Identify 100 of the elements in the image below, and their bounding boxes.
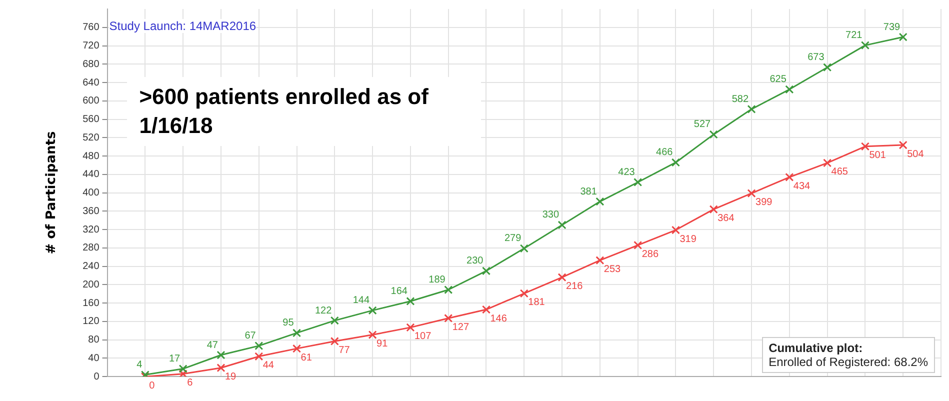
data-label: 4	[136, 360, 143, 371]
data-label: 189	[428, 274, 446, 286]
data-label: 721	[846, 30, 863, 42]
point	[709, 205, 718, 214]
data-label: 122	[314, 305, 332, 316]
y-tick-label: 320	[82, 224, 100, 236]
data-label: 501	[869, 150, 886, 162]
y-tick-label: 400	[82, 188, 100, 199]
point	[368, 306, 377, 315]
y-tick-label: 440	[82, 169, 100, 180]
annotation: >600 patients enrolled as of 1/16/18	[127, 77, 482, 146]
data-label: 279	[504, 233, 522, 244]
point	[330, 316, 339, 325]
point	[292, 328, 302, 338]
y-tick-label: 600	[82, 96, 100, 107]
point	[216, 350, 226, 360]
data-label: 381	[580, 186, 598, 198]
y-tick-label: 160	[82, 298, 100, 309]
point	[898, 140, 908, 150]
point	[860, 142, 870, 151]
point	[368, 330, 377, 340]
y-tick-label: 240	[82, 261, 100, 272]
data-label: 465	[831, 166, 848, 178]
data-label: 19	[224, 372, 237, 383]
y-tick-label: 280	[82, 242, 100, 254]
data-label: 144	[352, 295, 370, 306]
data-label: 77	[338, 344, 350, 356]
data-label: 95	[282, 318, 294, 329]
annotation: Enrolled of Registered: 68.2%	[768, 354, 928, 369]
data-label: 434	[793, 180, 811, 192]
point	[520, 244, 528, 253]
data-label: 625	[770, 74, 787, 86]
y-axis-title: # of Participants	[44, 131, 60, 254]
annotation: Cumulative plot:	[768, 340, 864, 355]
y-tick-label: 0	[94, 371, 100, 382]
point	[178, 364, 188, 374]
point	[823, 63, 832, 72]
point	[671, 158, 680, 167]
y-tick-label: 360	[82, 206, 100, 217]
data-label: 0	[149, 380, 156, 392]
point	[482, 266, 491, 276]
point	[292, 344, 302, 353]
point	[520, 289, 528, 298]
data-label: 673	[808, 52, 825, 64]
data-label: 504	[907, 148, 924, 160]
data-label: 582	[732, 94, 749, 105]
data-label: 739	[883, 22, 901, 33]
data-label: 127	[452, 322, 470, 333]
data-label: 91	[376, 338, 388, 350]
point	[254, 342, 264, 350]
point	[216, 364, 226, 372]
data-label: 67	[244, 330, 256, 342]
data-label: 330	[542, 210, 560, 221]
data-label: 164	[390, 286, 408, 297]
point	[482, 305, 491, 314]
data-label: 423	[618, 166, 636, 178]
y-tick-label: 80	[88, 334, 100, 346]
data-label: 230	[466, 256, 484, 267]
y-tick-label: 520	[82, 132, 100, 144]
y-tick-label: 640	[82, 77, 100, 88]
data-label: 146	[490, 313, 508, 324]
data-label: 253	[604, 264, 622, 276]
data-label: 47	[206, 340, 218, 351]
data-label: 107	[414, 331, 432, 342]
y-tick-label: 560	[82, 114, 100, 126]
data-label: 286	[642, 248, 659, 260]
point	[860, 41, 870, 50]
y-tick-label: 760	[82, 22, 100, 34]
point	[747, 104, 756, 114]
point	[254, 352, 264, 361]
data-label: 466	[656, 147, 674, 158]
point	[634, 178, 642, 187]
data-label: 17	[168, 354, 181, 365]
data-label: 364	[718, 213, 735, 224]
y-tick-label: 120	[82, 316, 100, 328]
point	[406, 323, 415, 332]
data-label: 319	[680, 234, 697, 245]
data-label: 399	[756, 197, 773, 208]
annotation: Study Launch: 14MAR2016	[109, 19, 256, 34]
point	[898, 32, 908, 42]
y-tick-label: 680	[82, 58, 100, 70]
point	[785, 85, 794, 94]
data-label: 6	[187, 378, 194, 389]
point	[747, 188, 756, 198]
point	[596, 256, 604, 265]
point	[444, 285, 453, 294]
point	[178, 370, 188, 377]
point	[558, 220, 566, 230]
point	[596, 197, 604, 206]
point	[444, 314, 453, 323]
y-tick-label: 720	[82, 40, 100, 52]
data-label: 61	[300, 352, 312, 364]
point	[709, 130, 718, 139]
point	[634, 240, 642, 250]
point	[671, 226, 680, 234]
point	[330, 336, 339, 346]
data-label: 44	[262, 360, 274, 372]
y-tick-label: 480	[82, 150, 100, 162]
data-label: 527	[694, 119, 712, 130]
point	[823, 158, 832, 168]
